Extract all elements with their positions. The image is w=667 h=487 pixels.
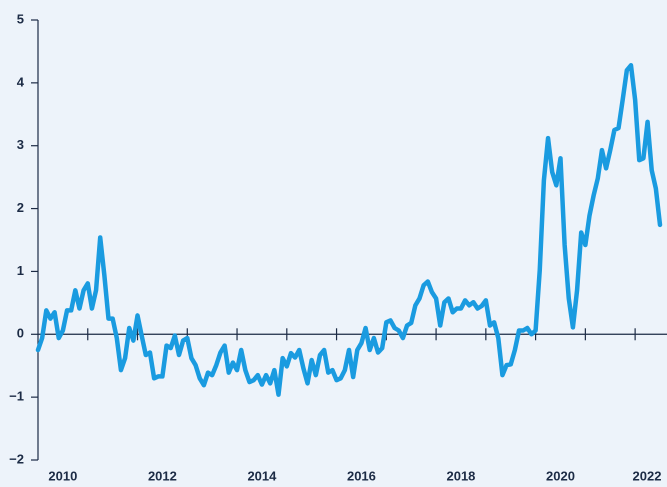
- y-tick-label: 5: [17, 11, 24, 26]
- x-tick-label: 2020: [546, 468, 575, 483]
- x-tick-label: 2010: [48, 468, 77, 483]
- x-tick-label: 2022: [633, 468, 662, 483]
- x-tick-label: 2014: [247, 468, 277, 483]
- x-tick-label: 2018: [446, 468, 475, 483]
- x-tick-label: 2012: [148, 468, 177, 483]
- data-line: [35, 63, 663, 397]
- y-tick-label: −1: [9, 389, 24, 404]
- y-tick-label: 3: [17, 137, 24, 152]
- y-tick-label: 4: [17, 74, 25, 89]
- y-tick-label: 1: [17, 263, 24, 278]
- y-tick-label: 0: [17, 326, 24, 341]
- y-tick-label: −2: [9, 451, 24, 466]
- x-tick-label: 2016: [347, 468, 376, 483]
- y-tick-label: 2: [17, 200, 24, 215]
